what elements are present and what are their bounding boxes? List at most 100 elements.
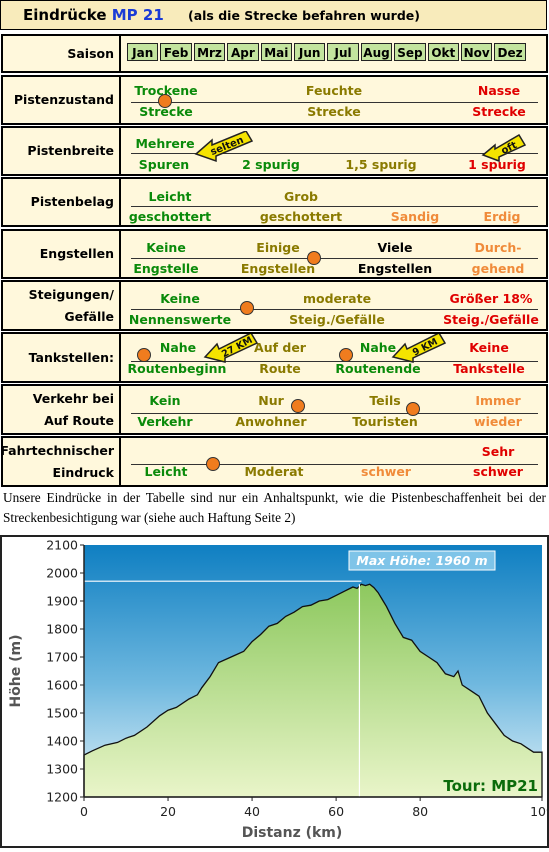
elevation-chart: Max Höhe: 1960 m Tour: MP21 1200 1300 1400 15…	[0, 535, 549, 848]
tk-opt2-a: Auf der	[254, 340, 306, 355]
pz-opt2-a: Feuchte	[305, 83, 363, 98]
month-okt: Okt	[427, 43, 459, 61]
tk-opt2-b: Route	[259, 361, 301, 376]
month-mrz: Mrz	[193, 43, 226, 61]
pistenzustand-label: Pistenzustand	[3, 77, 121, 123]
month-aug: Aug	[360, 43, 393, 61]
tk-opt1-b: Routenbeginn	[127, 361, 227, 376]
x-tick-label: 80	[412, 804, 428, 819]
eng-opt2-b: Engstellen	[240, 261, 316, 276]
arrow-selten: selten	[194, 131, 254, 163]
tk-opt4-a: Keine	[469, 340, 509, 355]
month-nov: Nov	[461, 43, 493, 61]
y-tick-label: 1700	[46, 650, 78, 665]
tankstellen-label: Tankstellen:	[3, 334, 121, 381]
rating-marker	[291, 399, 305, 413]
row-steigungen: Steigungen/Gefälle Keine Nennenswerte mo…	[1, 280, 548, 331]
header-title-mp: MP 21	[111, 6, 164, 24]
pb-2spurig: 2 spurig	[242, 157, 300, 172]
st-opt2-a: moderate	[302, 291, 372, 306]
pz-opt3-a: Nasse	[477, 83, 521, 98]
row-tankstellen: Tankstellen: Nahe Routenbeginn Auf der R…	[1, 332, 548, 383]
pz-opt1-a: Trockene	[134, 83, 198, 98]
eng-opt4-b: gehend	[471, 261, 525, 276]
ft-opt4-b: schwer	[473, 464, 523, 479]
pbl-opt2-b: geschottert	[259, 209, 343, 224]
vk-opt4-a: Immer	[475, 393, 521, 408]
ft-opt3-b: schwer	[361, 464, 411, 479]
pbl-opt4-b: Erdig	[483, 209, 521, 224]
month-jan: Jan	[127, 43, 159, 61]
st-opt2-b: Steig./Gefälle	[289, 312, 385, 327]
eng-opt1-a: Keine	[146, 240, 186, 255]
y-tick-label: 1600	[46, 678, 78, 693]
x-tick-label: 20	[160, 804, 176, 819]
pz-opt3-b: Strecke	[472, 104, 526, 119]
y-tick-label: 1800	[46, 622, 78, 637]
elevation-chart-svg: Max Höhe: 1960 m Tour: MP21 1200 1300 1400 15…	[0, 535, 549, 848]
st-opt1-b: Nennenswerte	[128, 312, 232, 327]
pbl-opt1-a: Leicht	[148, 189, 192, 204]
y-tick-label: 2100	[46, 538, 78, 553]
tk-opt3-b: Routenende	[335, 361, 421, 376]
rating-marker	[240, 301, 254, 315]
month-mai: Mai	[260, 43, 292, 61]
month-dez: Dez	[494, 43, 526, 61]
x-axis-label: Distanz (km)	[242, 825, 343, 841]
x-tick-label: 109	[530, 804, 549, 819]
rating-marker	[339, 348, 353, 362]
row-engstellen: Engstellen Keine Engstelle Einige Engste…	[1, 229, 548, 279]
row-saison: Saison Jan Feb Mrz Apr Mai Jun Jul Aug Sep Okt Nov…	[1, 34, 548, 73]
ft-opt4-a: Sehr	[481, 444, 515, 459]
pz-opt1-b: Strecke	[139, 104, 193, 119]
row-pistenbelag: Pistenbelag Leicht geschottert Grob gesc…	[1, 177, 548, 227]
y-tick-label: 2000	[46, 566, 78, 581]
vk-opt2-a: Nur	[258, 393, 284, 408]
vk-opt4-b: wieder	[474, 414, 522, 429]
eng-opt3-b: Engstellen	[357, 261, 433, 276]
pb-spuren: Spuren	[138, 157, 190, 172]
vk-opt3-b: Touristen	[352, 414, 418, 429]
arrow-oft: oft	[481, 134, 527, 163]
row-pistenbreite: Pistenbreite Mehrere Spuren 2 spurig 1,5…	[1, 126, 548, 176]
tk-opt4-b: Tankstelle	[453, 361, 525, 376]
engstellen-label: Engstellen	[3, 231, 121, 277]
arrow-27km: 27 KM	[203, 334, 259, 363]
arrow-9km: 9 KM	[391, 334, 447, 363]
row-verkehr: Verkehr bei Auf Route Kein Verkehr Nur An…	[1, 384, 548, 435]
y-tick-label: 1200	[46, 790, 78, 805]
ft-opt2-b: Moderat	[244, 464, 304, 479]
pbl-opt2-a: Grob	[284, 189, 318, 204]
month-sep: Sep	[394, 43, 426, 61]
eng-opt2-a: Einige	[256, 240, 300, 255]
rating-marker	[307, 251, 321, 265]
verkehr-label: Verkehr bei Auf Route	[3, 386, 121, 433]
eng-opt3-a: Viele	[377, 240, 413, 255]
vk-opt2-b: Anwohner	[235, 414, 307, 429]
header-title: Eindrücke MP 21	[23, 6, 164, 24]
disclaimer-text: Unsere Eindrücke in der Tabelle sind nur…	[3, 490, 546, 525]
max-height-annotation: Max Höhe: 1960 m	[356, 553, 487, 568]
pistenbreite-label: Pistenbreite	[3, 128, 121, 174]
pb-15spurig: 1,5 spurig	[345, 157, 417, 172]
x-tick-label: 40	[244, 804, 260, 819]
y-tick-label: 1300	[46, 762, 78, 777]
st-opt3-a: Größer 18%	[449, 291, 533, 306]
fahrtechnisch-label: Fahrtechnischer Eindruck	[0, 438, 121, 485]
pb-1spurig: 1 spurig	[468, 157, 526, 172]
pb-mehrere: Mehrere	[135, 136, 195, 151]
tk-opt1-a: Nahe	[159, 340, 197, 355]
y-tick-label: 1900	[46, 594, 78, 609]
saison-months: Jan Feb Mrz Apr Mai Jun Jul Aug Sep Okt Nov Dez	[121, 36, 546, 71]
pz-opt2-b: Strecke	[307, 104, 361, 119]
month-feb: Feb	[160, 43, 192, 61]
rating-marker	[137, 348, 151, 362]
row-fahrtechnisch: Fahrtechnischer Eindruck Leicht Moderat s…	[0, 436, 548, 487]
month-jul: Jul	[327, 43, 359, 61]
max-height-annotation-box	[348, 550, 496, 571]
st-opt3-b: Steig./Gefälle	[443, 312, 539, 327]
eng-opt1-b: Engstelle	[133, 261, 199, 276]
x-tick-label: 60	[328, 804, 344, 819]
row-pistenzustand: Pistenzustand Trockene Strecke Feuchte S…	[1, 75, 548, 125]
st-opt1-a: Keine	[160, 291, 200, 306]
